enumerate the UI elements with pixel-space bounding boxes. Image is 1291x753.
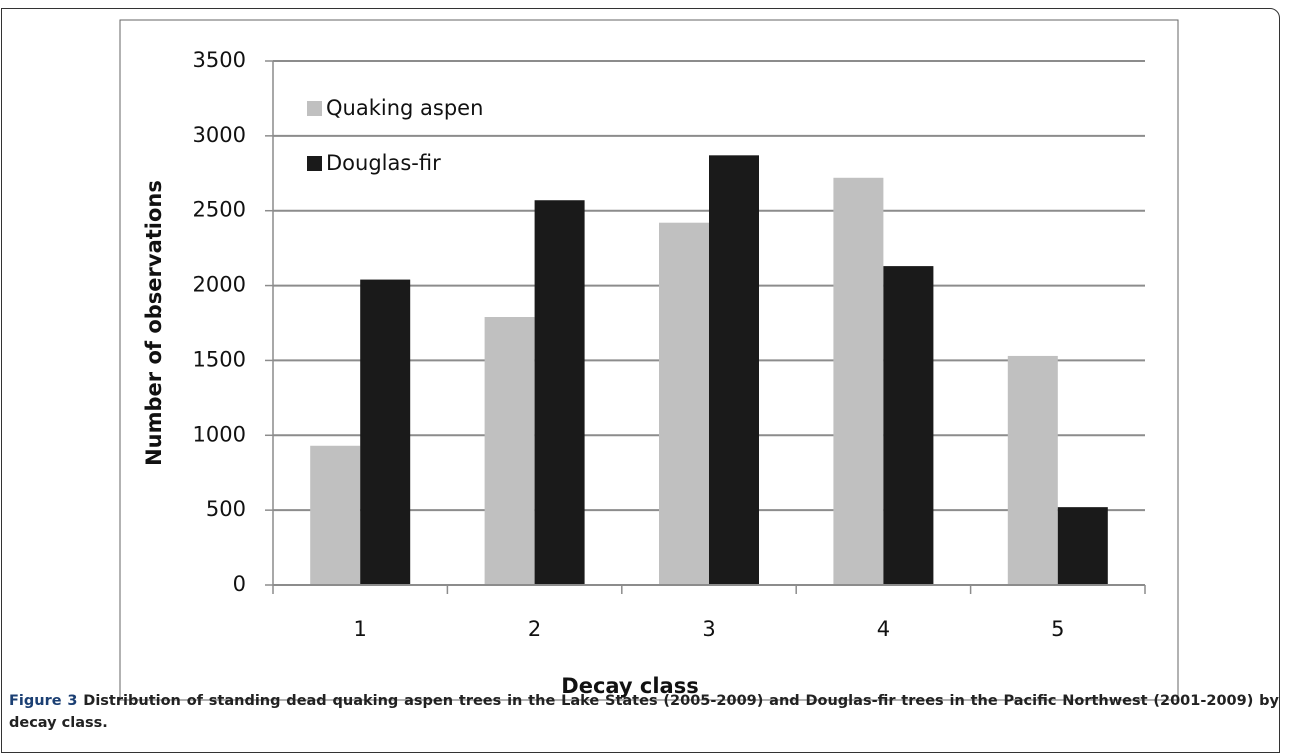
- y-axis-title: Number of observations: [142, 180, 166, 466]
- legend-swatch: [307, 156, 322, 171]
- x-tick-label: 5: [1051, 617, 1064, 641]
- bar: [310, 445, 361, 585]
- x-tick-label: 4: [877, 617, 890, 641]
- bar: [833, 177, 884, 585]
- legend-label: Douglas-fir: [326, 151, 441, 175]
- bar: [534, 200, 585, 585]
- bar: [1007, 355, 1058, 585]
- y-tick-label: 3000: [193, 123, 246, 147]
- caption-label: Figure 3: [9, 693, 78, 709]
- x-tick-label: 1: [354, 617, 367, 641]
- y-tick-label: 0: [233, 572, 246, 596]
- bar: [484, 317, 535, 585]
- y-tick-label: 500: [206, 497, 246, 521]
- chart-area: [119, 19, 1179, 701]
- x-tick-label: 2: [528, 617, 541, 641]
- y-tick-label: 1000: [193, 422, 246, 446]
- y-tick-label: 2000: [193, 273, 246, 297]
- y-tick-label: 3500: [193, 48, 246, 72]
- bar: [1057, 507, 1108, 585]
- bar: [360, 279, 411, 585]
- legend-label: Quaking aspen: [326, 96, 483, 120]
- caption-text: Distribution of standing dead quaking as…: [9, 693, 1279, 731]
- y-tick-label: 2500: [193, 198, 246, 222]
- legend-swatch: [307, 101, 322, 116]
- caption: Figure 3 Distribution of standing dead q…: [9, 690, 1279, 734]
- x-tick-label: 3: [702, 617, 715, 641]
- y-tick-label: 1500: [193, 347, 246, 371]
- bar: [883, 266, 934, 585]
- x-axis-title: Decay class: [561, 674, 698, 698]
- bar: [709, 155, 759, 585]
- bar: [659, 222, 709, 586]
